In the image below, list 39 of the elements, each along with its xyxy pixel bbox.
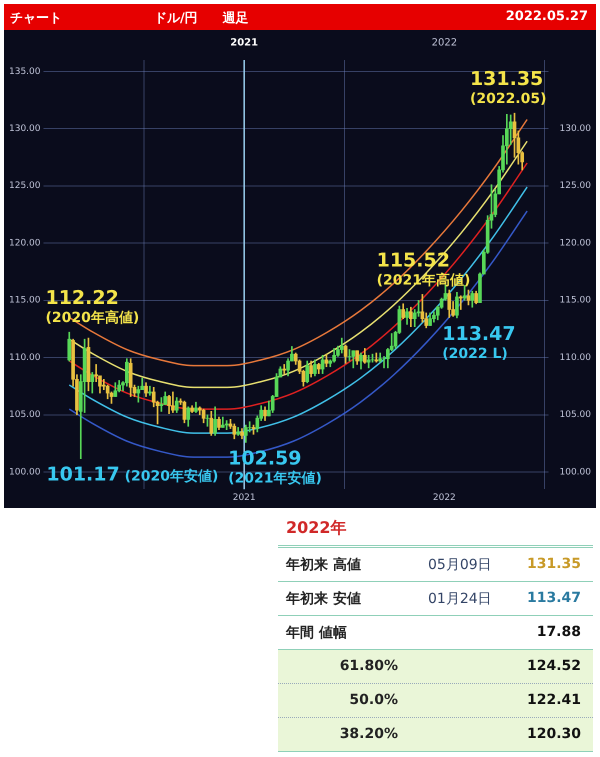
x2-tick-label: 2022	[432, 38, 458, 49]
y-tick-label: 135.00	[8, 66, 41, 77]
y2-tick-label: 120.00	[560, 238, 592, 248]
chart-subtitle: チャート	[10, 10, 62, 27]
y2-tick-label: 110.00	[560, 352, 592, 363]
category-label: 年初来 高値	[286, 556, 361, 574]
data-label: 124.52	[526, 658, 581, 674]
y-tick-label: 130.00	[8, 124, 41, 134]
data-label: 131.35	[526, 556, 581, 572]
category-label: 年初来 安値	[286, 590, 361, 608]
y2-tick-label: 115.00	[560, 296, 592, 306]
y-tick-label: 110.00	[8, 352, 41, 363]
y-tick-label: 100.00	[8, 467, 41, 478]
y2-tick-label: 130.00	[560, 124, 592, 134]
text: 2022年	[278, 512, 593, 548]
y-tick-label: 105.00	[8, 410, 41, 420]
y2-tick-label: 100.00	[560, 467, 592, 478]
data-label: 120.30	[526, 726, 581, 742]
text: 05月09日	[428, 556, 492, 574]
text: 01月24日	[428, 590, 492, 608]
data-label: 122.41	[526, 692, 581, 708]
category-label: 38.20%	[338, 726, 398, 742]
x2-tick-label: 2021	[230, 38, 258, 49]
y2-tick-label: 105.00	[560, 410, 592, 420]
annotation: 113.47 (2022 L)	[442, 322, 516, 362]
category-label: 61.80%	[338, 658, 398, 674]
annotation: 112.22 (2020年高値)	[45, 287, 140, 326]
data-label: 113.47	[526, 590, 581, 606]
chart-title: ドル/円 週足	[154, 10, 248, 27]
y-tick-label: 115.00	[8, 296, 41, 306]
annotation: 101.17 (2020年安値)	[46, 464, 218, 486]
text: 2022.05.27	[506, 9, 588, 24]
category-label: 年間 値幅	[286, 624, 347, 642]
y-tick-label: 120.00	[8, 238, 41, 248]
annotation: 131.35 (2022.05)	[470, 68, 547, 108]
category-label: 50.0%	[348, 692, 398, 708]
data-label: 17.88	[536, 624, 581, 640]
y-tick-label: 125.00	[8, 181, 41, 192]
y2-tick-label: 125.00	[560, 181, 592, 192]
